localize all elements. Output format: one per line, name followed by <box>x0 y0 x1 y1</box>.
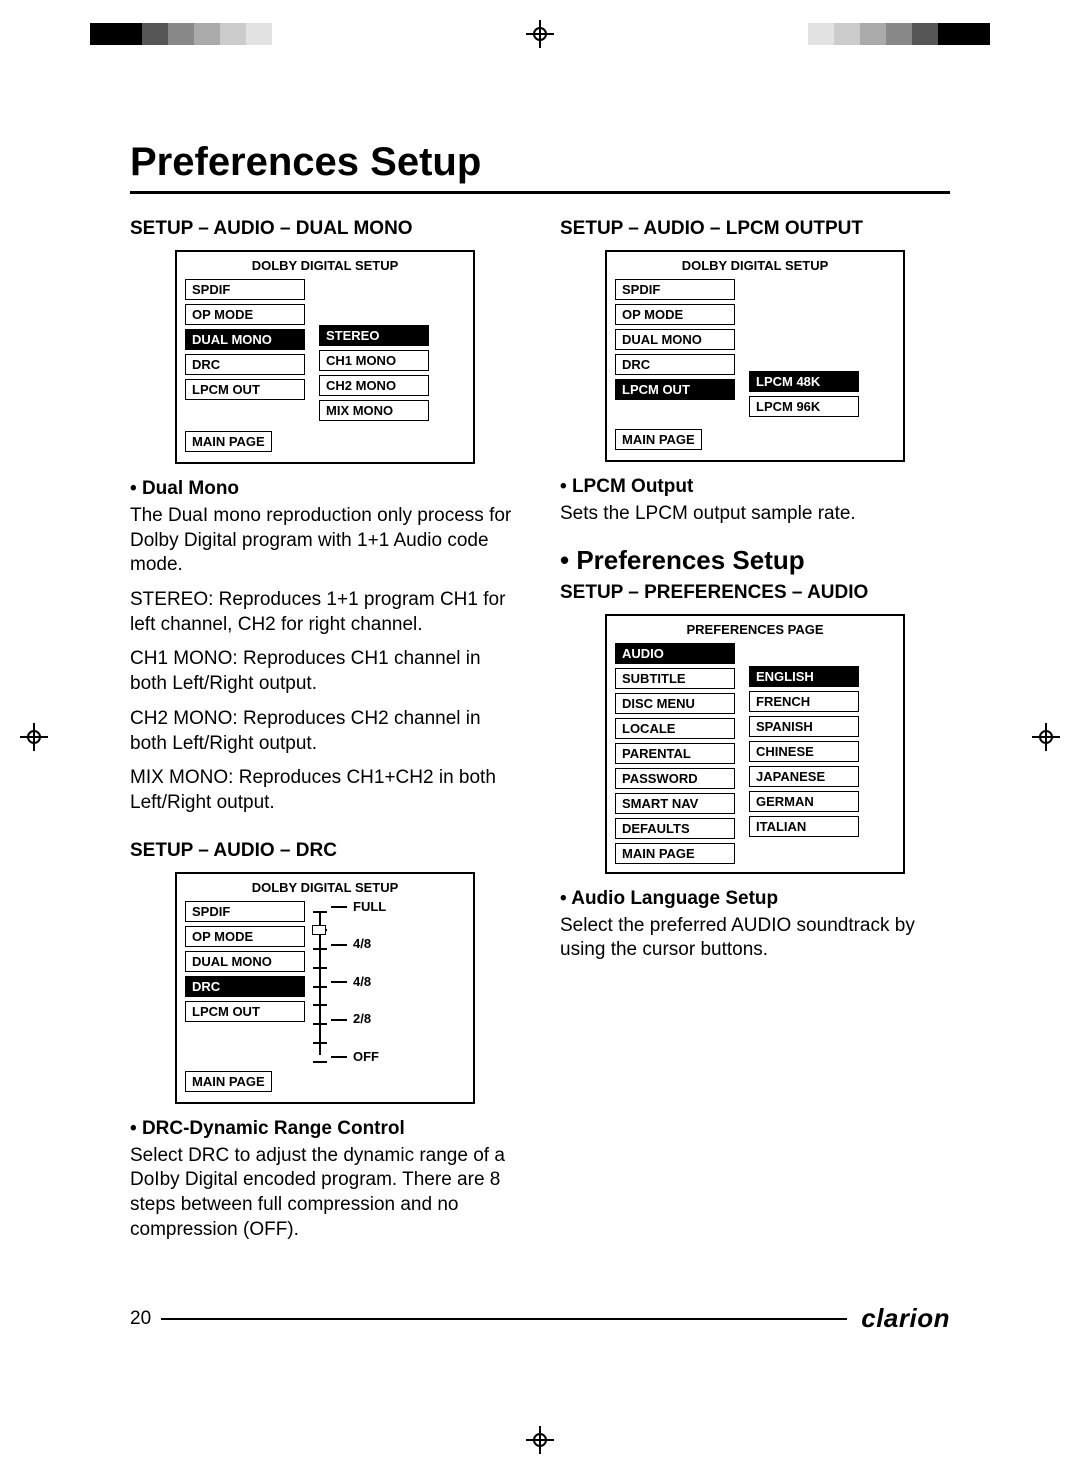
brand-logo: clarion <box>861 1303 950 1334</box>
menu-item-selected[interactable]: AUDIO <box>615 643 735 664</box>
menu-option[interactable]: GERMAN <box>749 791 859 812</box>
menu-item[interactable]: SPDIF <box>185 279 305 300</box>
menu-main-page[interactable]: MAIN PAGE <box>185 431 272 452</box>
menu-title: DOLBY DIGITAL SETUP <box>607 252 903 279</box>
menu-item[interactable]: SPDIF <box>615 279 735 300</box>
body-text: Sets the LPCM output sample rate. <box>560 502 950 527</box>
menu-item[interactable]: SPDIF <box>185 901 305 922</box>
drc-scale-label: FULL <box>331 899 386 914</box>
menu-item[interactable]: DRC <box>615 354 735 375</box>
footer-rule <box>161 1318 847 1320</box>
menu-item[interactable]: DEFAULTS <box>615 818 735 839</box>
crosshair-icon <box>526 20 554 48</box>
bullet-heading: Audio Language Setup <box>560 888 950 910</box>
drc-scale-label: 2/8 <box>331 1011 371 1026</box>
menu-option[interactable]: MIX MONO <box>319 400 429 421</box>
menu-item[interactable]: OP MODE <box>185 926 305 947</box>
menu-item[interactable]: OP MODE <box>615 304 735 325</box>
drc-slider[interactable]: FULL 4/8 4/8 2/8 OFF <box>319 901 465 1061</box>
page-footer: 20 clarion <box>130 1303 950 1334</box>
reg-greys-left <box>90 23 272 45</box>
body-text: MIX MONO: Reproduces CH1+CH2 in both Lef… <box>130 766 520 815</box>
menu-title: DOLBY DIGITAL SETUP <box>177 874 473 901</box>
sub-title: Preferences Setup <box>560 545 950 576</box>
section-heading: SETUP – AUDIO – DUAL MONO <box>130 218 520 240</box>
dolby-setup-menu-lpcm: DOLBY DIGITAL SETUP SPDIF OP MODE DUAL M… <box>605 250 905 462</box>
body-text: The DuaI mono reproduction only process … <box>130 504 520 578</box>
menu-option[interactable]: JAPANESE <box>749 766 859 787</box>
section-heading: SETUP – AUDIO – DRC <box>130 840 520 862</box>
menu-option[interactable]: LPCM 96K <box>749 396 859 417</box>
menu-item[interactable]: PARENTAL <box>615 743 735 764</box>
bullet-heading: Dual Mono <box>130 478 520 500</box>
body-text: CH2 MONO: Reproduces CH2 channel in both… <box>130 707 520 756</box>
menu-option[interactable]: CHINESE <box>749 741 859 762</box>
menu-title: PREFERENCES PAGE <box>607 616 903 643</box>
menu-title: DOLBY DIGITAL SETUP <box>177 252 473 279</box>
menu-item[interactable]: DRC <box>185 354 305 375</box>
menu-item[interactable]: MAIN PAGE <box>615 843 735 864</box>
menu-option-selected[interactable]: ENGLISH <box>749 666 859 687</box>
bullet-heading: LPCM Output <box>560 476 950 498</box>
page-content: Preferences Setup SETUP – AUDIO – DUAL M… <box>130 140 950 1334</box>
menu-item[interactable]: SUBTITLE <box>615 668 735 689</box>
section-heading: SETUP – AUDIO – LPCM OUTPUT <box>560 218 950 240</box>
menu-option-selected[interactable]: STEREO <box>319 325 429 346</box>
menu-item[interactable]: SMART NAV <box>615 793 735 814</box>
left-column: SETUP – AUDIO – DUAL MONO DOLBY DIGITAL … <box>130 212 520 1252</box>
print-registration-bottom <box>0 1426 1080 1454</box>
menu-main-page[interactable]: MAIN PAGE <box>615 429 702 450</box>
menu-item[interactable]: LPCM OUT <box>185 379 305 400</box>
menu-item[interactable]: DISC MENU <box>615 693 735 714</box>
page-number: 20 <box>130 1308 151 1330</box>
menu-item-selected[interactable]: LPCM OUT <box>615 379 735 400</box>
menu-option[interactable]: FRENCH <box>749 691 859 712</box>
menu-item[interactable]: OP MODE <box>185 304 305 325</box>
menu-item[interactable]: LOCALE <box>615 718 735 739</box>
page-title: Preferences Setup <box>130 140 950 194</box>
crosshair-icon <box>20 723 48 751</box>
menu-item[interactable]: LPCM OUT <box>185 1001 305 1022</box>
menu-item-selected[interactable]: DRC <box>185 976 305 997</box>
menu-option[interactable]: SPANISH <box>749 716 859 737</box>
body-text: CH1 MONO: Reproduces CH1 channel in both… <box>130 647 520 696</box>
reg-greys-right <box>808 23 990 45</box>
print-registration-top <box>0 20 1080 48</box>
preferences-menu: PREFERENCES PAGE AUDIO SUBTITLE DISC MEN… <box>605 614 905 874</box>
crosshair-icon <box>1032 723 1060 751</box>
drc-scale-label: OFF <box>331 1049 379 1064</box>
body-text: STEREO: Reproduces 1+1 program CH1 for l… <box>130 588 520 637</box>
menu-option[interactable]: CH2 MONO <box>319 375 429 396</box>
menu-main-page[interactable]: MAIN PAGE <box>185 1071 272 1092</box>
body-text: Select the preferred AUDIO soundtrack by… <box>560 914 950 963</box>
drc-scale-label: 4/8 <box>331 974 371 989</box>
menu-item[interactable]: DUAL MONO <box>615 329 735 350</box>
dolby-setup-menu-drc: DOLBY DIGITAL SETUP SPDIF OP MODE DUAL M… <box>175 872 475 1104</box>
menu-option[interactable]: ITALIAN <box>749 816 859 837</box>
menu-option-selected[interactable]: LPCM 48K <box>749 371 859 392</box>
drc-scale-label: 4/8 <box>331 936 371 951</box>
crosshair-icon <box>526 1426 554 1454</box>
section-heading: SETUP – PREFERENCES – AUDIO <box>560 582 950 604</box>
dolby-setup-menu-dualmono: DOLBY DIGITAL SETUP SPDIF OP MODE DUAL M… <box>175 250 475 464</box>
menu-item-selected[interactable]: DUAL MONO <box>185 329 305 350</box>
menu-item[interactable]: DUAL MONO <box>185 951 305 972</box>
menu-item[interactable]: PASSWORD <box>615 768 735 789</box>
menu-option[interactable]: CH1 MONO <box>319 350 429 371</box>
body-text: Select DRC to adjust the dynamic range o… <box>130 1144 520 1243</box>
bullet-heading: DRC-Dynamic Range Control <box>130 1118 520 1140</box>
right-column: SETUP – AUDIO – LPCM OUTPUT DOLBY DIGITA… <box>560 212 950 1252</box>
